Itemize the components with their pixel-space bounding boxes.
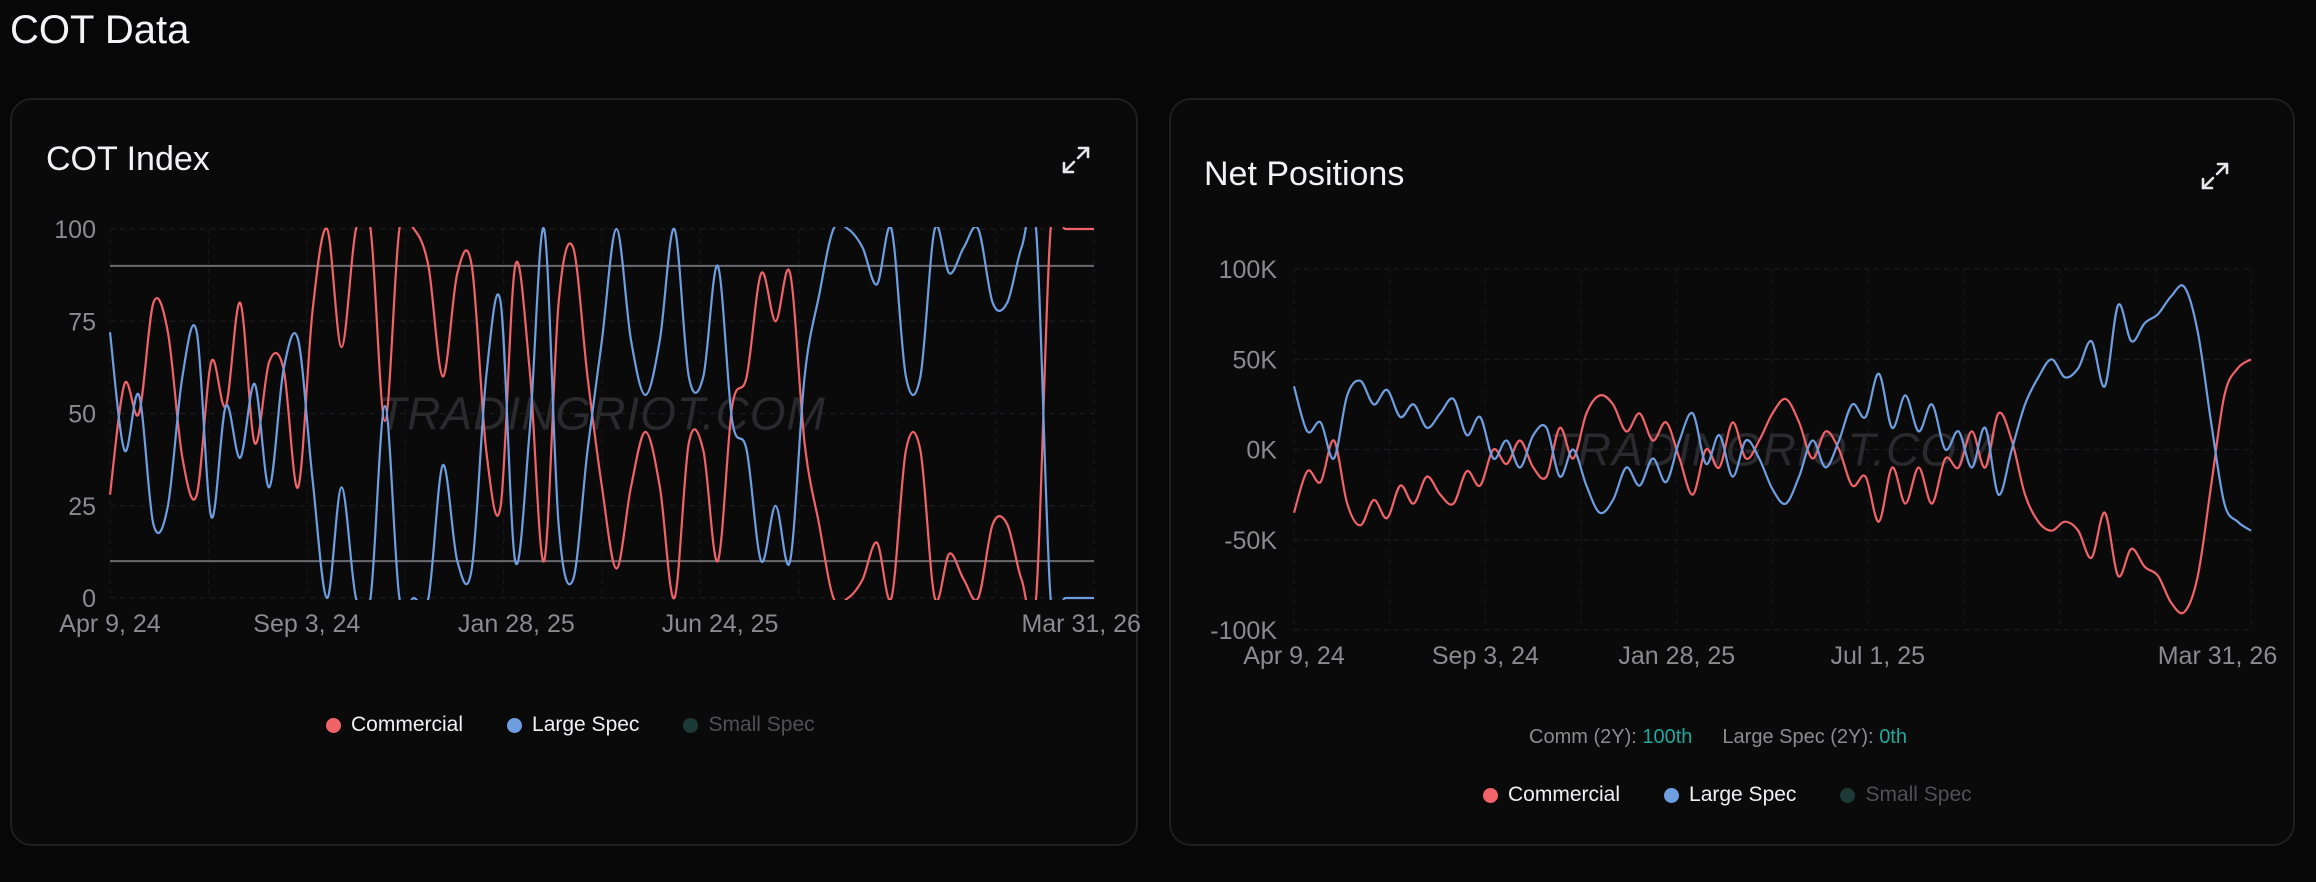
commercial-dot bbox=[1483, 787, 1498, 803]
comm-percentile-label: Comm (2Y): bbox=[1529, 726, 1637, 748]
y-tick-label: 50 bbox=[68, 401, 96, 429]
watermark: TRADINGRIOT.COM bbox=[378, 388, 826, 440]
x-tick-label: Jan 28, 25 bbox=[458, 610, 575, 638]
legend-label: Small Spec bbox=[1865, 783, 1972, 806]
x-tick-label: Mar 31, 26 bbox=[2158, 642, 2278, 670]
cot-index-expand-button[interactable] bbox=[1058, 142, 1094, 178]
small-spec-dot bbox=[1840, 787, 1856, 803]
x-tick-label: Mar 31, 26 bbox=[1021, 610, 1141, 638]
legend-label: Commercial bbox=[351, 713, 464, 736]
spec-percentile-value: 0th bbox=[1879, 726, 1907, 748]
legend-commercial[interactable]: Commercial bbox=[1483, 783, 1620, 807]
series-large-spec-line bbox=[1292, 284, 2252, 532]
net-positions-legend: Commercial Large Spec Small Spec bbox=[1483, 783, 1972, 807]
comm-percentile: Comm (2Y): 100th bbox=[1529, 726, 1692, 749]
expand-icon bbox=[2201, 162, 2229, 190]
x-tick-label: Sep 3, 24 bbox=[253, 610, 360, 638]
y-tick-label: -100K bbox=[1210, 617, 1277, 645]
spec-percentile-label: Large Spec (2Y): bbox=[1722, 726, 1874, 748]
y-tick-label: 75 bbox=[68, 308, 96, 336]
large-spec-dot bbox=[507, 717, 523, 733]
legend-large-spec[interactable]: Large Spec bbox=[1664, 783, 1796, 807]
legend-large-spec[interactable]: Large Spec bbox=[507, 713, 639, 737]
legend-label: Small Spec bbox=[708, 713, 815, 736]
series-large-spec-line bbox=[108, 227, 1094, 600]
legend-commercial[interactable]: Commercial bbox=[326, 713, 463, 737]
y-tick-label: 0 bbox=[82, 585, 96, 613]
cot-index-legend: Commercial Large Spec Small Spec bbox=[326, 713, 815, 737]
cot-index-card: COT Index TRADINGRIOT.COM 100 75 50 25 0 Apr 9… bbox=[10, 98, 1141, 846]
legend-label: Large Spec bbox=[532, 713, 640, 736]
cot-index-title: COT Index bbox=[46, 140, 210, 178]
y-tick-label: -50K bbox=[1224, 527, 1277, 555]
commercial-dot bbox=[326, 717, 341, 733]
series-commercial-line bbox=[108, 227, 1094, 600]
large-spec-dot bbox=[1664, 787, 1680, 803]
grid bbox=[1293, 268, 2252, 631]
x-tick-label: Jul 1, 25 bbox=[1831, 642, 1926, 670]
legend-small-spec[interactable]: Small Spec bbox=[683, 713, 815, 737]
legend-small-spec[interactable]: Small Spec bbox=[1840, 783, 1972, 807]
x-tick-label: Sep 3, 24 bbox=[1432, 642, 1539, 670]
net-positions-expand-button[interactable] bbox=[2197, 158, 2233, 194]
legend-label: Commercial bbox=[1508, 783, 1621, 806]
y-tick-label: 50K bbox=[1233, 346, 1278, 374]
y-tick-label: 0K bbox=[1246, 437, 1277, 465]
y-tick-label: 25 bbox=[68, 493, 96, 521]
percentile-stats: Comm (2Y): 100th Large Spec (2Y): 0th bbox=[1529, 726, 1907, 749]
legend-label: Large Spec bbox=[1689, 783, 1797, 806]
net-positions-card: Net Positions TRADINGRIOT.COM 100K 50K 0K -5… bbox=[1169, 98, 2295, 846]
spec-percentile: Large Spec (2Y): 0th bbox=[1722, 726, 1907, 749]
small-spec-dot bbox=[683, 717, 699, 733]
y-tick-label: 100K bbox=[1219, 256, 1278, 284]
net-positions-title: Net Positions bbox=[1204, 155, 1405, 193]
comm-percentile-value: 100th bbox=[1642, 726, 1693, 748]
page-title: COT Data bbox=[10, 8, 190, 52]
x-tick-label: Apr 9, 24 bbox=[1243, 642, 1345, 670]
expand-icon bbox=[1062, 146, 1090, 174]
series-commercial-line bbox=[1292, 358, 2252, 615]
x-tick-label: Jan 28, 25 bbox=[1618, 642, 1735, 670]
y-tick-label: 100 bbox=[54, 216, 96, 244]
x-tick-label: Apr 9, 24 bbox=[59, 610, 161, 638]
x-tick-label: Jun 24, 25 bbox=[662, 610, 779, 638]
watermark: TRADINGRIOT.COM bbox=[1549, 424, 1997, 476]
